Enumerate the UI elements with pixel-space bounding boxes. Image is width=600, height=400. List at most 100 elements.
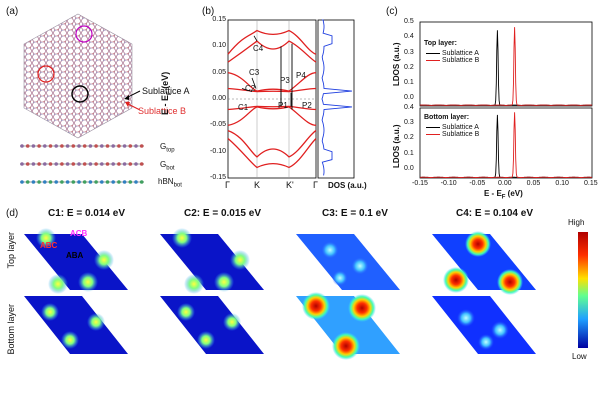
atom: [134, 144, 138, 148]
bands-ytick: 0.00: [212, 95, 226, 102]
kpoint-kprime: K': [286, 180, 294, 190]
atom: [71, 162, 76, 166]
dos-curve: [321, 19, 353, 176]
atom: [54, 144, 58, 148]
atom: [122, 180, 127, 184]
bands-ytick: -0.05: [210, 121, 226, 129]
band-7: [227, 138, 317, 169]
layer-stack-side-view: [20, 144, 144, 184]
atom: [105, 180, 110, 184]
atom: [71, 144, 76, 148]
col-title-c2: C2: E = 0.015 eV: [184, 208, 261, 219]
layer-top-label: Gtop: [160, 142, 175, 154]
atom: [31, 180, 36, 184]
band-3: [227, 87, 317, 93]
atom: [128, 180, 133, 184]
label-p1: P1: [278, 101, 288, 110]
dos-frame: [317, 19, 355, 179]
label-c4: C4: [253, 44, 264, 53]
atom: [117, 144, 121, 148]
sublattice-b-label: Sublattice B: [138, 106, 187, 116]
atom: [100, 144, 104, 148]
atom: [105, 144, 110, 148]
atom: [60, 180, 64, 184]
ldos-bottom-ytick: 0.4: [404, 104, 414, 111]
label-p2: P2: [302, 101, 312, 110]
colorbar: [578, 232, 588, 348]
pointer-c2: [251, 77, 257, 89]
layer-bot-label: Gbot: [160, 160, 175, 172]
bands-ytick: 0.15: [212, 16, 226, 23]
legend-bottom: Sublattice A Sublattice B: [426, 124, 479, 138]
col-title-c1: C1: E = 0.014 eV: [48, 208, 125, 219]
band-6: [227, 129, 317, 158]
ldos-top-ytick: 0.4: [404, 33, 414, 41]
kpoint-gamma-2: Γ: [313, 180, 318, 190]
ring-black: [71, 85, 89, 103]
label-p4: P4: [296, 71, 306, 80]
ldos-bottom-ytick: 0.3: [404, 119, 414, 127]
atom: [94, 144, 98, 148]
atom: [139, 180, 144, 184]
sublattice-a-label: Sublattice A: [142, 86, 190, 96]
atom: [139, 144, 144, 148]
band-2: [227, 72, 317, 92]
dos-plot: [317, 19, 355, 179]
atom: [60, 144, 64, 148]
atom: [88, 162, 93, 166]
legend-top: Sublattice A Sublattice B: [426, 50, 479, 64]
atom: [37, 162, 41, 166]
ldos-xtick: 0.00: [498, 180, 512, 187]
atom: [111, 180, 115, 184]
atom: [37, 144, 41, 148]
atom: [25, 144, 30, 148]
atom: [88, 144, 93, 148]
kpoint-gamma-1: Γ: [225, 180, 230, 190]
ldos-xtick: -0.05: [469, 180, 486, 187]
label-c3: C3: [249, 68, 260, 77]
label-p3: P3: [280, 76, 290, 85]
map-bottom-c4: [432, 296, 536, 354]
ldos-bottom-title: Bottom layer:: [424, 114, 470, 121]
ldos-xtick: -0.15: [412, 180, 428, 187]
atom: [65, 162, 70, 166]
ldos-xtick: 0.05: [526, 180, 541, 187]
atom: [77, 144, 81, 148]
atom: [128, 144, 133, 148]
atom: [65, 144, 70, 148]
ring-red: [37, 65, 55, 83]
atom: [43, 144, 47, 148]
atom: [43, 180, 47, 184]
label-c2: C2: [245, 84, 256, 93]
map-bottom-c2: [160, 296, 264, 354]
ldos-series-1: [420, 112, 592, 178]
ldos-bottom-ytick: 0.1: [404, 149, 414, 157]
atom: [100, 180, 104, 184]
atom: [122, 144, 127, 148]
atom: [20, 180, 24, 184]
atom: [25, 180, 30, 184]
ldos-xtick: 0.15: [584, 180, 598, 187]
ldos-bottom-plot: [419, 107, 593, 179]
ldos-top-ytick: 0.2: [404, 63, 414, 71]
atom: [88, 180, 93, 184]
panel-label-b: (b): [202, 6, 215, 17]
ldos-bottom-ytick: 0.0: [404, 164, 414, 172]
ring-magenta: [75, 25, 93, 43]
atom: [94, 162, 98, 166]
bands-ytick: 0.05: [212, 68, 226, 76]
colorbar-low-label: Low: [572, 352, 587, 361]
atom: [117, 180, 121, 184]
atom: [31, 144, 36, 148]
ldos-top-ytick: 0.5: [404, 18, 414, 25]
ldos-xtick: 0.10: [555, 180, 569, 187]
atom: [139, 162, 144, 166]
atom: [117, 162, 121, 166]
atom: [31, 162, 36, 166]
atom: [43, 162, 47, 166]
band-4: [227, 105, 317, 111]
atom: [82, 162, 87, 166]
ldos-xtick: -0.10: [440, 180, 457, 187]
ldos-frame: [419, 107, 593, 179]
